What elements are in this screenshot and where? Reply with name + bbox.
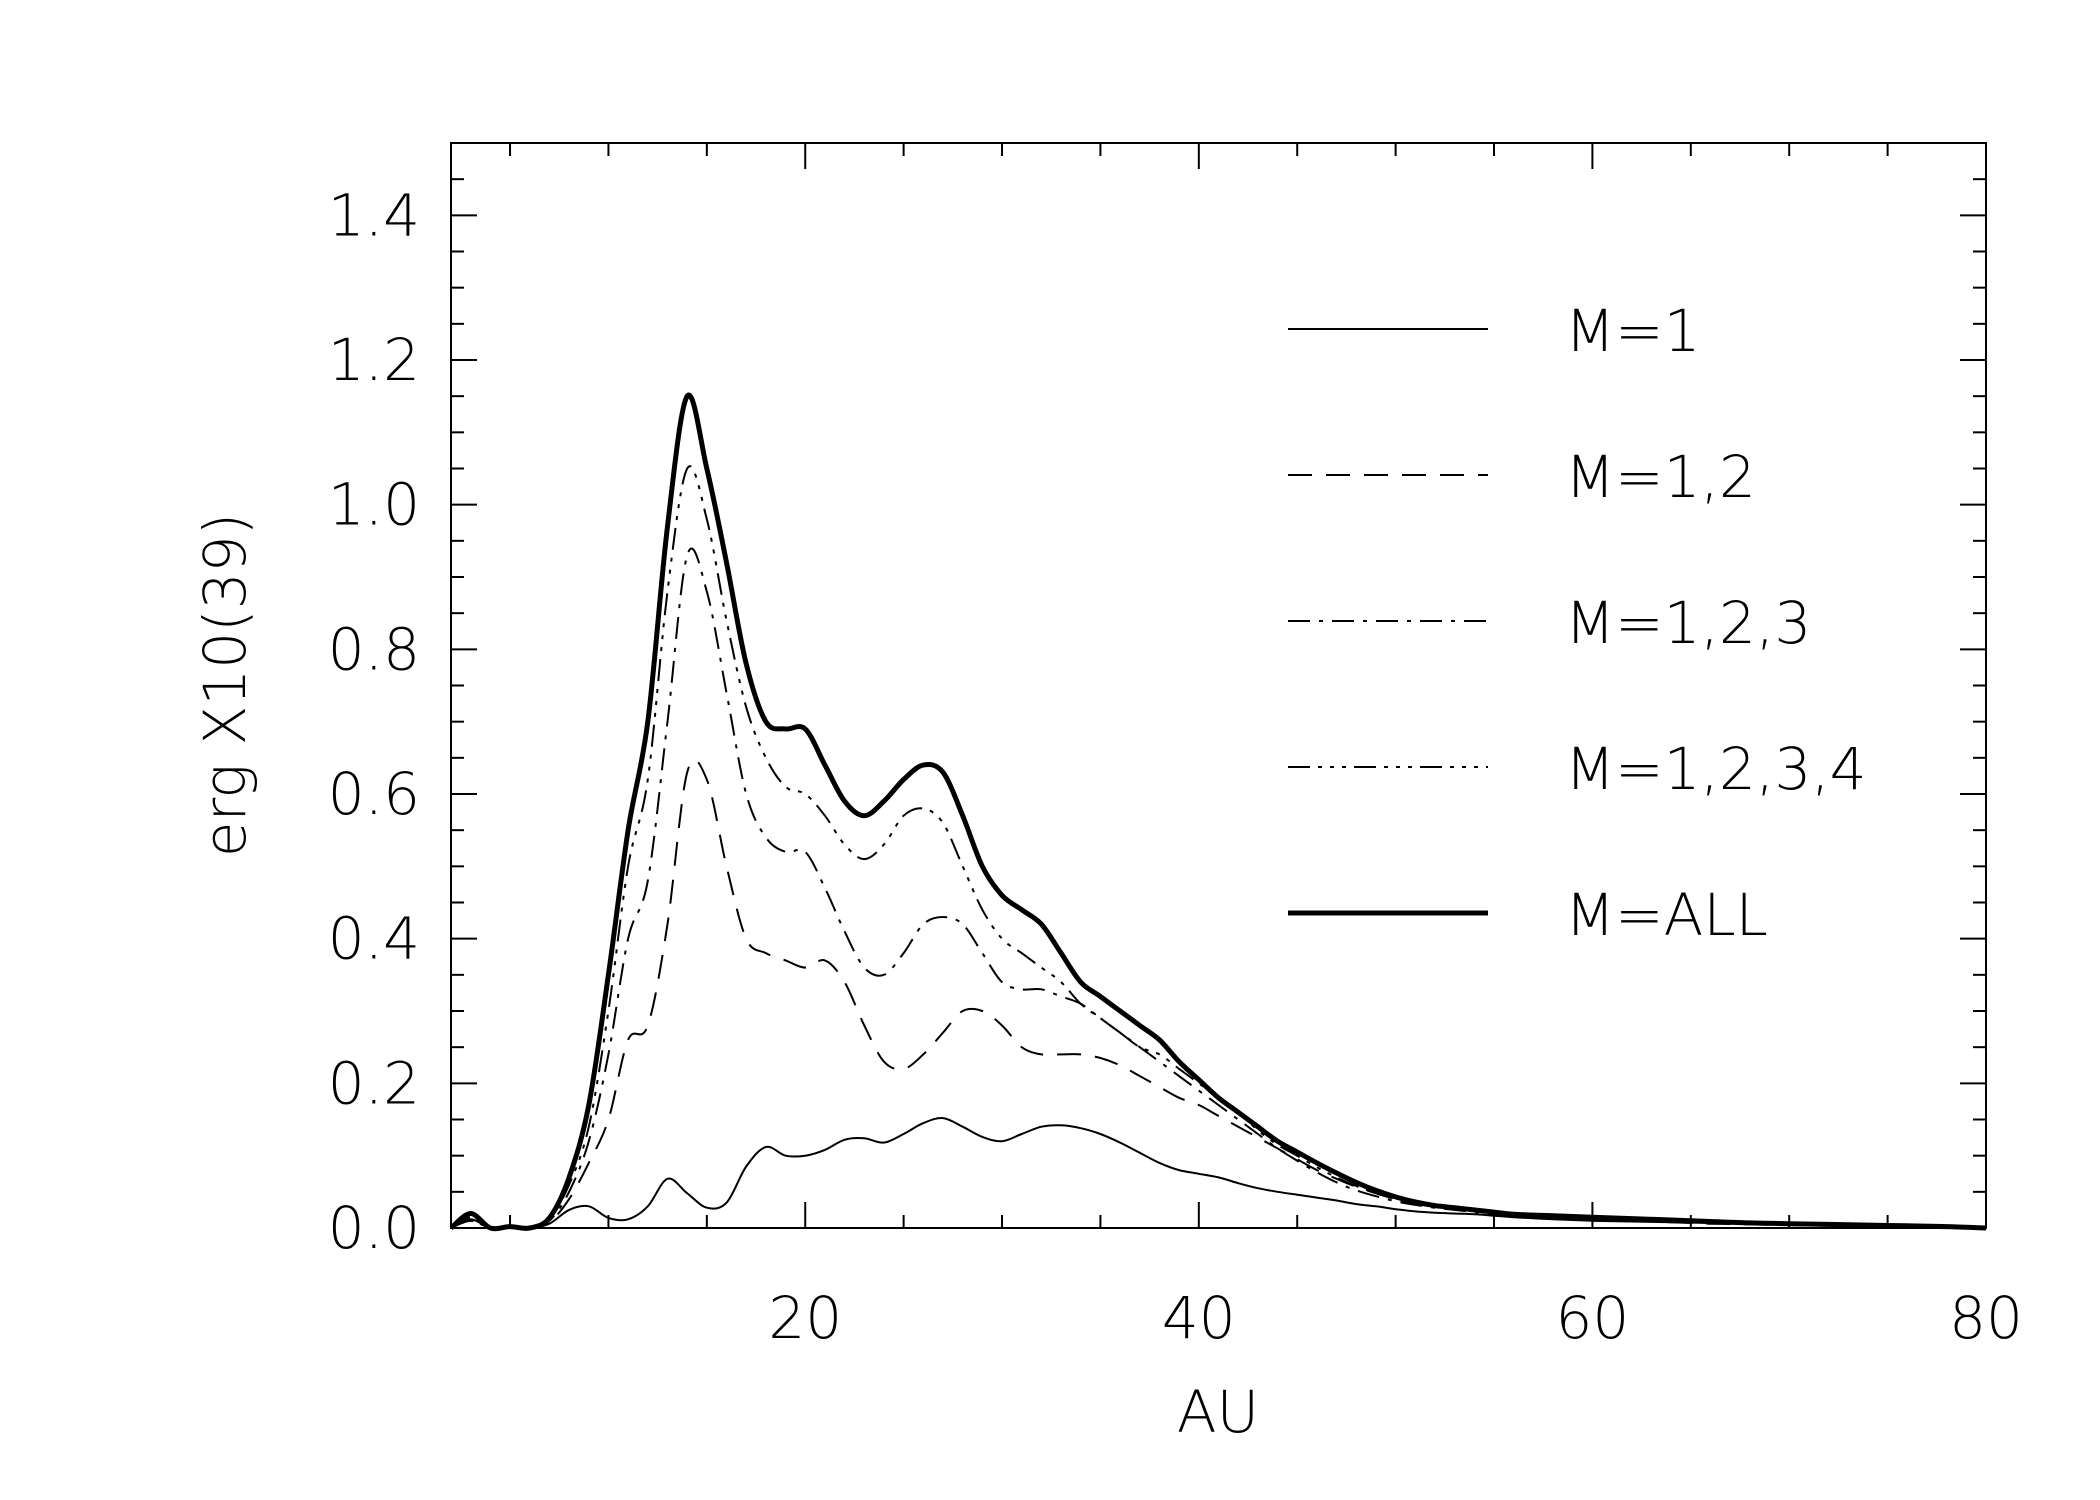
- plot-frame: [450, 142, 1987, 1229]
- legend-label-5: M=ALL: [1565, 881, 1768, 949]
- x-tick-label: 20: [768, 1284, 842, 1352]
- x-tick-label: 60: [1556, 1284, 1630, 1352]
- x-tick-label: 80: [1949, 1284, 2023, 1352]
- y-tick-label: 1.0: [328, 471, 420, 539]
- series-layer: [449, 392, 1987, 1232]
- y-tick-label: 0.0: [328, 1194, 420, 1262]
- y-tick-label: 1.4: [328, 181, 420, 249]
- legend: M=1 M=1,2 M=1,2,3 M=1,2,3,4 M=ALL: [1288, 297, 1867, 949]
- series-line-2: [450, 758, 1987, 1230]
- legend-label-2: M=1,2: [1565, 443, 1756, 511]
- series-line-5: [449, 392, 1987, 1232]
- y-axis-ticks: 0.0 0.2 0.4 0.6 0.8 1.0 1.2 1.4: [328, 178, 1986, 1262]
- y-tick-label: 1.2: [328, 326, 420, 394]
- series-line-1: [450, 1117, 1987, 1230]
- legend-label-4: M=1,2,3,4: [1565, 735, 1867, 803]
- x-tick-label: 40: [1162, 1284, 1236, 1352]
- y-tick-label: 0.2: [328, 1049, 420, 1117]
- legend-label-1: M=1: [1565, 297, 1701, 365]
- y-tick-label: 0.6: [328, 760, 420, 828]
- x-axis-label: AU: [1177, 1378, 1259, 1446]
- y-axis-label: erg X10(39): [191, 513, 259, 857]
- legend-label-3: M=1,2,3: [1565, 589, 1811, 657]
- y-tick-label: 0.8: [328, 615, 420, 683]
- y-tick-label: 0.4: [328, 905, 420, 973]
- x-axis-ticks: 20 40 60 80: [509, 143, 2023, 1352]
- series-line-4: [450, 465, 1987, 1230]
